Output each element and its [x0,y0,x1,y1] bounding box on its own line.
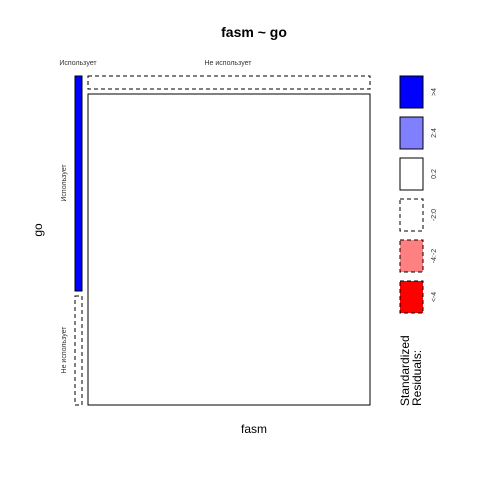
legend-label-4: -4:-2 [431,249,438,264]
mosaic-cell-2 [87,75,371,90]
legend-label-5: <-4 [431,292,438,302]
x-category-label-1: Не использует [205,60,253,67]
mosaic-cell-0 [74,75,83,292]
legend-swatch-4 [399,239,424,273]
y-category-label-0: Использует [61,164,68,202]
legend-title-line-1: Standardized [398,335,412,406]
mosaic-cell-1 [74,295,83,406]
legend-label-3: -2:0 [431,209,438,221]
legend-swatch-0 [399,75,424,109]
mosaic-cell-3 [87,93,371,406]
legend-swatch-5 [399,280,424,314]
legend-swatch-1 [399,116,424,150]
x-axis-label: fasm [241,422,267,436]
legend-label-0: >4 [431,88,438,96]
legend-title-line-2: Residuals: [410,350,424,406]
mosaic-cells [74,75,371,406]
legend-label-2: 0:2 [431,169,438,179]
legend-label-1: 2:4 [431,128,438,138]
y-axis-label: go [31,223,45,237]
y-category-label-1: Не использует [61,326,68,374]
chart-title: fasm ~ go [221,24,287,40]
x-category-label-0: Использует [59,60,97,67]
legend: >4 2:4 0:2 -2:0 -4:-2 <-4 [399,75,438,314]
legend-swatch-3 [399,198,424,232]
legend-swatch-2 [399,157,424,191]
